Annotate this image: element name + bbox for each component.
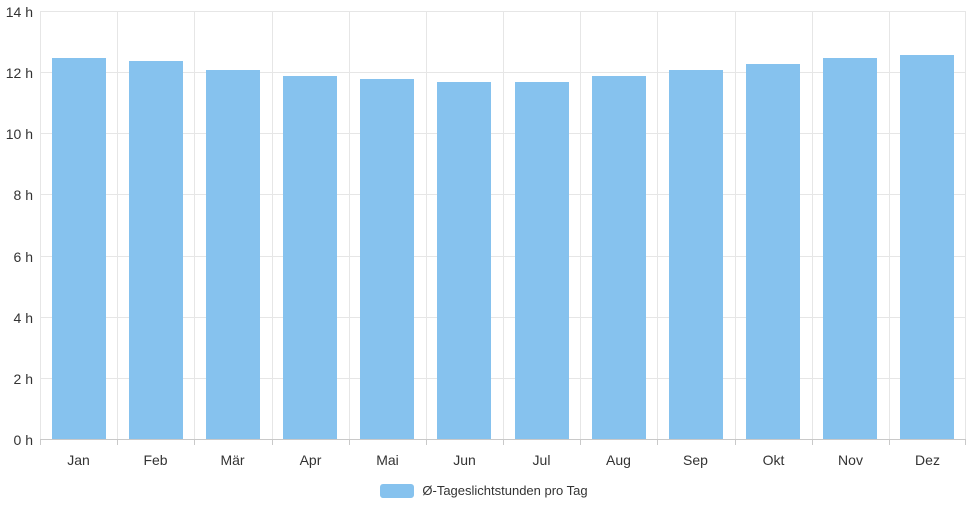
bar-mär[interactable] <box>206 70 260 440</box>
x-axis-tick <box>965 440 966 445</box>
legend: Ø-Tageslichtstunden pro Tag <box>0 483 968 498</box>
bar-feb[interactable] <box>129 61 183 440</box>
x-axis-label: Jul <box>532 452 551 468</box>
x-axis-tick <box>735 440 736 445</box>
bar-okt[interactable] <box>746 64 800 440</box>
x-axis-tick <box>40 440 41 445</box>
legend-swatch-icon <box>380 483 415 498</box>
legend-item[interactable]: Ø-Tageslichtstunden pro Tag <box>380 483 588 498</box>
y-axis-tick-label: 10 h <box>5 126 33 143</box>
legend-label: Ø-Tageslichtstunden pro Tag <box>422 483 588 498</box>
v-gridline <box>580 12 581 440</box>
x-axis-tick <box>657 440 658 445</box>
x-axis-tick <box>426 440 427 445</box>
v-gridline <box>503 12 504 440</box>
x-axis-line <box>40 439 966 440</box>
plot-area <box>40 11 966 440</box>
y-axis-tick-label: 14 h <box>5 4 33 20</box>
x-axis-label: Apr <box>299 452 322 468</box>
x-axis-label: Dez <box>915 452 940 468</box>
x-axis-label: Sep <box>683 452 708 468</box>
v-gridline <box>889 12 890 440</box>
x-axis-tick <box>117 440 118 445</box>
x-axis-tick <box>272 440 273 445</box>
x-axis-tick <box>194 440 195 445</box>
y-axis-tick-label: 2 h <box>13 370 33 387</box>
x-axis-label: Jun <box>453 452 476 468</box>
x-axis-label: Mär <box>220 452 245 468</box>
y-axis-tick-label: 6 h <box>13 248 33 265</box>
bar-jul[interactable] <box>515 82 569 440</box>
v-gridline <box>426 12 427 440</box>
v-gridline <box>812 12 813 440</box>
v-gridline <box>194 12 195 440</box>
x-axis-label: Nov <box>838 452 863 468</box>
x-axis-label: Feb <box>143 452 168 468</box>
bar-sep[interactable] <box>669 70 723 440</box>
v-gridline <box>735 12 736 440</box>
x-axis-label: Mai <box>376 452 399 468</box>
bar-jun[interactable] <box>437 82 491 440</box>
x-axis-tick <box>503 440 504 445</box>
bar-nov[interactable] <box>823 58 877 440</box>
x-axis-label: Aug <box>606 452 631 468</box>
x-axis-label: Okt <box>762 452 785 468</box>
y-axis-tick-label: 12 h <box>5 65 33 82</box>
v-gridline <box>965 12 966 440</box>
bar-mai[interactable] <box>360 79 414 440</box>
bar-dez[interactable] <box>900 55 954 440</box>
bar-aug[interactable] <box>592 76 646 440</box>
x-axis-tick <box>580 440 581 445</box>
v-gridline <box>40 12 41 440</box>
x-axis-label: Jan <box>67 452 90 468</box>
x-axis-tick <box>812 440 813 445</box>
v-gridline <box>272 12 273 440</box>
v-gridline <box>349 12 350 440</box>
y-axis-tick-label: 8 h <box>13 187 33 204</box>
y-axis-tick-label: 4 h <box>13 309 33 326</box>
x-axis-tick <box>349 440 350 445</box>
x-axis-tick <box>889 440 890 445</box>
v-gridline <box>117 12 118 440</box>
bar-apr[interactable] <box>283 76 337 440</box>
v-gridline <box>657 12 658 440</box>
bar-jan[interactable] <box>52 58 106 440</box>
y-axis-tick-label: 0 h <box>13 432 33 448</box>
h-gridline <box>40 11 966 12</box>
